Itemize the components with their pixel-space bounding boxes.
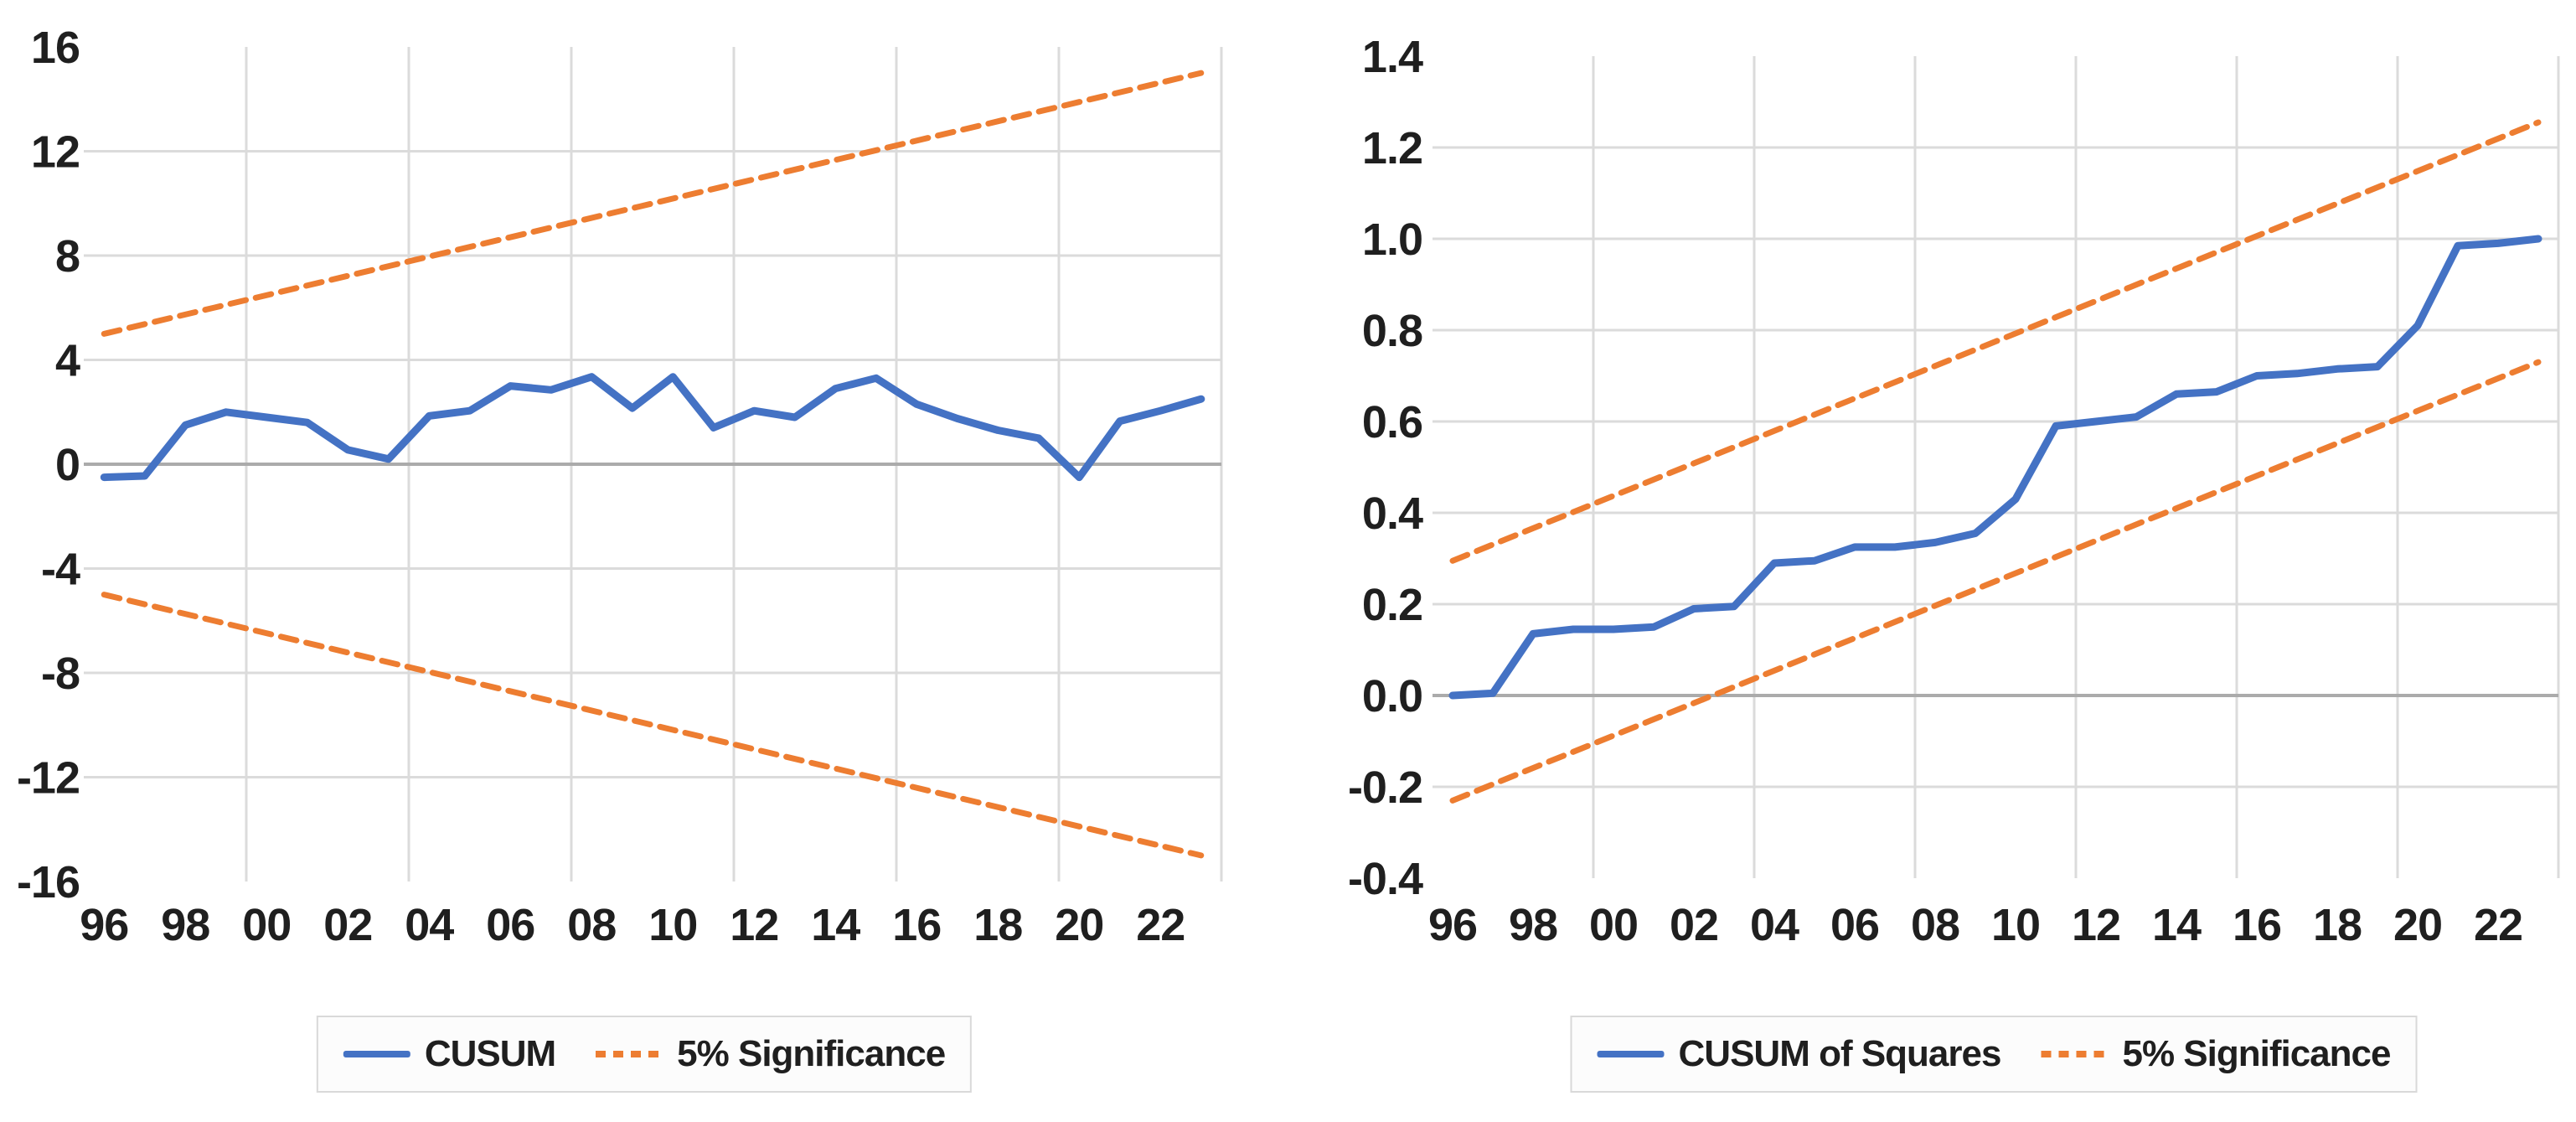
vertical-gridlines [1592,56,2560,878]
x-tick-label: 06 [1830,900,1879,950]
significance-line-swatch [596,1051,663,1057]
y-tick-label: -0.2 [1348,763,1422,813]
y-tick-label: 0.8 [1362,306,1422,356]
significance-upper-line [101,70,1205,337]
y-axis-labels: 1.4 1.2 1.0 0.8 0.6 0.4 0.2 0.0 -0.2 -0.4 [1348,32,1424,904]
x-tick-label: 20 [2393,900,2442,950]
y-tick-label: -0.4 [1348,854,1423,904]
y-tick-label: 0.4 [1362,489,1423,539]
cusum-line-swatch [343,1051,410,1057]
x-tick-label: 12 [2072,900,2120,950]
legend-label-cusum-of-squares: CUSUM of Squares [1678,1033,2002,1074]
y-tick-label: 1.4 [1362,32,1423,82]
horizontal-gridlines [1433,146,2558,789]
y-tick-label: 0 [55,440,80,490]
x-tick-label: 00 [242,900,291,950]
x-tick-label: 22 [1136,900,1185,950]
significance-lower-line [1449,359,2542,804]
y-tick-label: 4 [55,336,80,386]
x-tick-label: 02 [1670,900,1718,950]
legend-cusum-of-squares: CUSUM of Squares 5% Significance [1570,1016,2418,1093]
y-tick-label: 0.6 [1362,397,1422,447]
y-tick-label: -16 [17,857,80,907]
x-tick-label: 98 [1509,900,1557,950]
x-tick-label: 00 [1589,900,1638,950]
x-tick-label: 96 [1428,900,1477,950]
x-tick-label: 04 [405,900,454,950]
x-tick-label: 18 [973,900,1022,950]
significance-upper-line [1449,119,2542,564]
legend-label-significance: 5% Significance [2122,1033,2391,1074]
x-tick-label: 08 [567,900,616,950]
x-tick-label: 16 [892,900,941,950]
x-tick-label: 18 [2313,900,2362,950]
x-tick-label: 02 [323,900,372,950]
cusum-of-squares-line-swatch [1597,1051,1665,1057]
y-tick-label: 0.2 [1362,580,1422,630]
legend-label-significance: 5% Significance [677,1033,946,1074]
y-tick-label: 1.2 [1362,123,1422,173]
legend-label-cusum: CUSUM [424,1033,556,1074]
x-tick-label: 10 [648,900,697,950]
significance-line-swatch [2041,1051,2109,1057]
y-axis-labels: 16 12 8 4 0 -4 -8 -12 -16 [17,23,81,907]
x-tick-label: 20 [1055,900,1103,950]
x-tick-label: 08 [1911,900,1959,950]
x-tick-label: 10 [1991,900,2040,950]
legend-cusum: CUSUM 5% Significance [316,1016,973,1093]
x-axis-labels: 96 98 00 02 04 06 08 10 12 14 16 18 20 22 [1428,900,2523,950]
x-axis-labels: 96 98 00 02 04 06 08 10 12 14 16 18 20 22 [80,900,1185,950]
x-tick-label: 04 [1750,900,1799,950]
y-tick-label: 8 [55,231,80,282]
y-tick-label: -4 [41,545,80,595]
y-tick-label: 12 [31,127,80,178]
x-tick-label: 98 [161,900,209,950]
y-tick-label: -8 [41,649,80,699]
x-tick-label: 14 [2152,900,2202,950]
y-tick-label: 16 [31,23,80,73]
x-tick-label: 96 [80,900,128,950]
cusum-series-line [100,373,1205,482]
x-tick-label: 06 [486,900,534,950]
x-tick-label: 22 [2474,900,2522,950]
x-tick-label: 12 [730,900,778,950]
significance-lower-line [101,592,1205,859]
horizontal-gridlines [84,150,1221,778]
cusum-of-squares-series-line [1448,235,2542,700]
chart-cusum-of-squares: 1.4 1.2 1.0 0.8 0.6 0.4 0.2 0.0 -0.2 -0.496 98 00 02… [1348,32,2560,950]
x-tick-label: 16 [2233,900,2281,950]
y-tick-label: -12 [17,753,80,804]
y-tick-label: 1.0 [1362,215,1422,265]
x-tick-label: 14 [811,900,860,950]
y-tick-label: 0.0 [1362,671,1422,721]
